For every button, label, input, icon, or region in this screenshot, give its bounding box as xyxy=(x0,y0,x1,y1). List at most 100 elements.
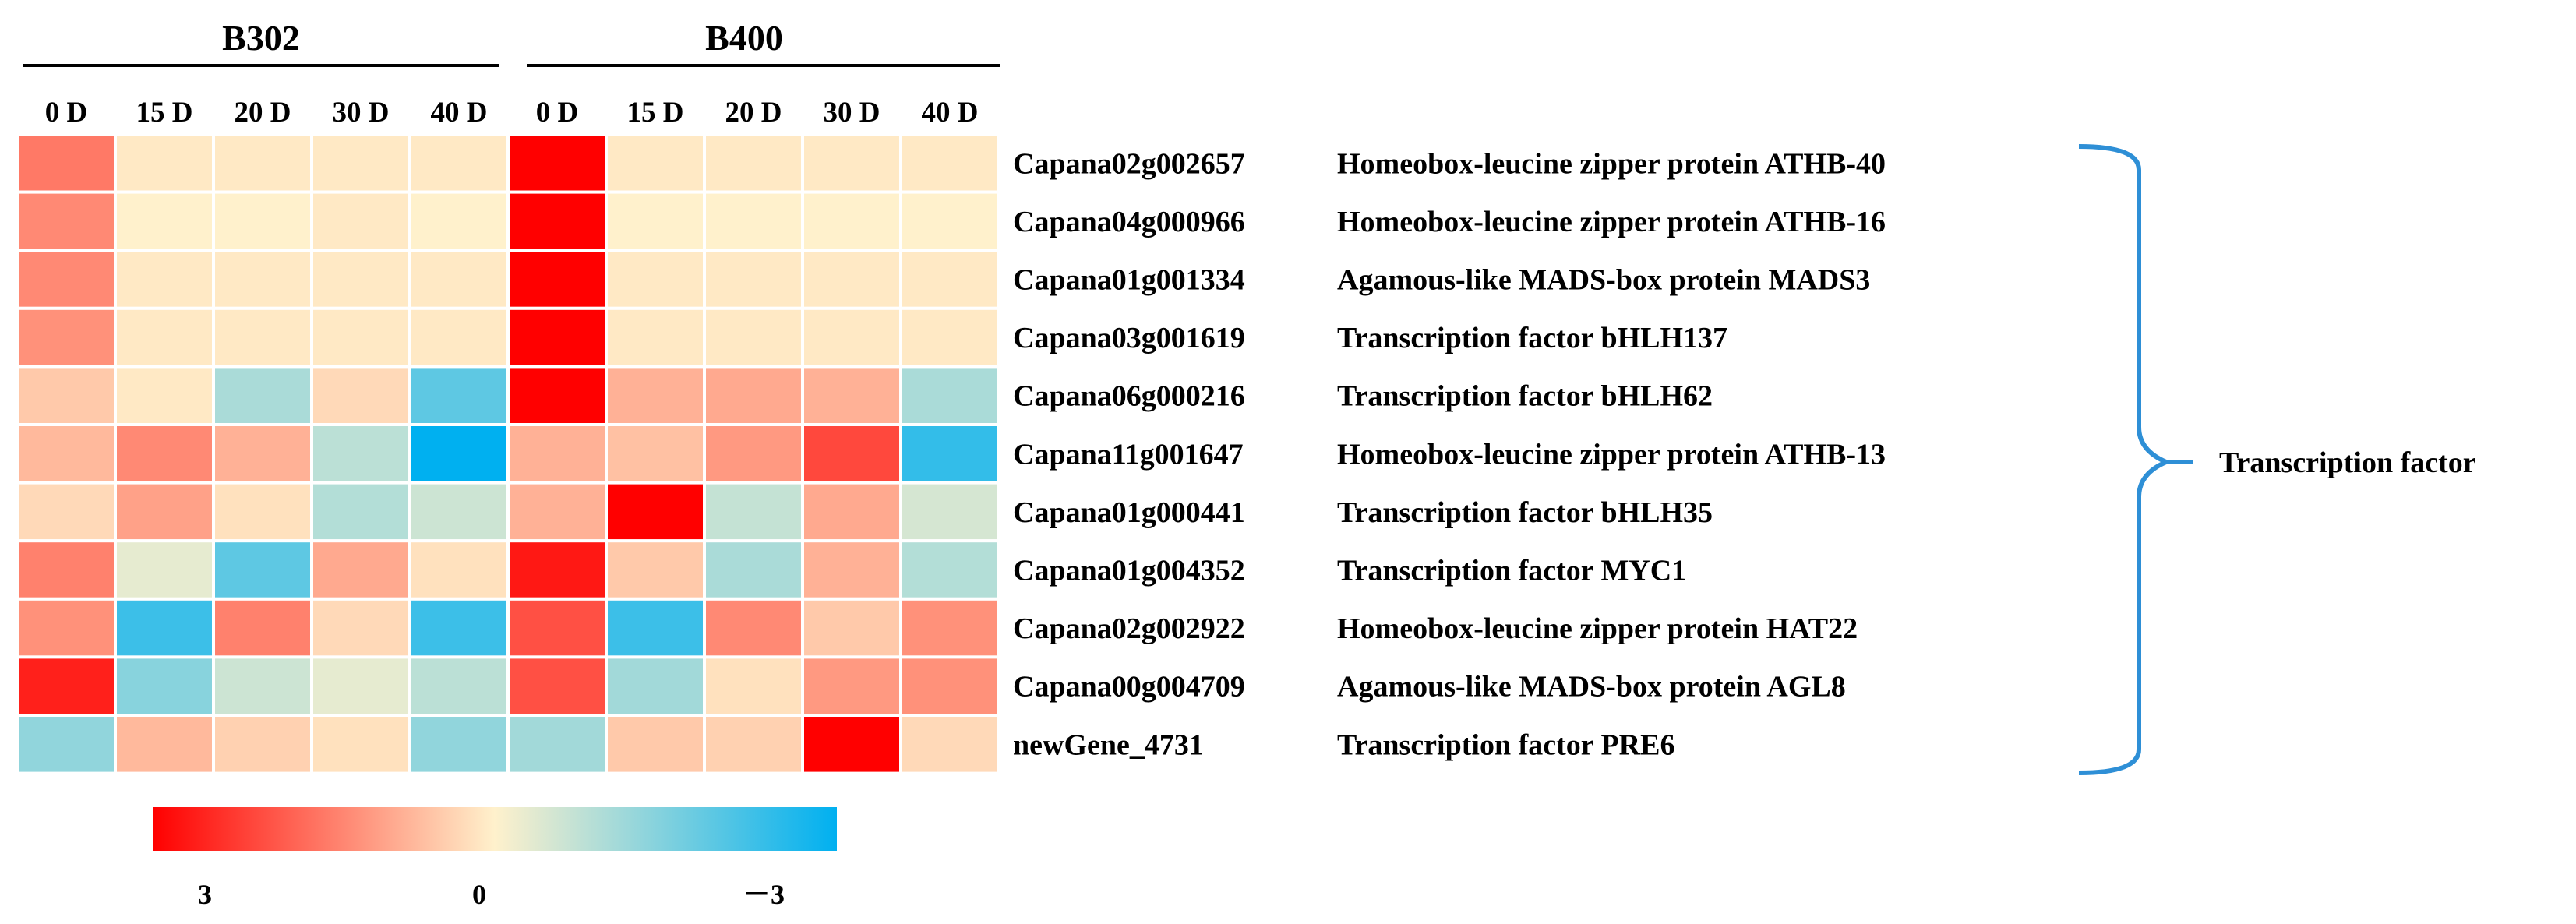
heatmap-cell xyxy=(703,597,804,659)
column-label: 40 D xyxy=(431,97,488,129)
heatmap-cell xyxy=(212,249,313,310)
colorbar-tick-max: 3 xyxy=(198,879,212,910)
gene-annotation-label: Transcription factor bHLH35 xyxy=(1337,496,1713,529)
heatmap-cell xyxy=(703,365,804,426)
gene-id-label: Capana03g001619 xyxy=(1013,322,1245,354)
heatmap-cell xyxy=(114,423,215,485)
heatmap-cell xyxy=(16,714,117,775)
heatmap-cell xyxy=(408,597,510,659)
heatmap-cell xyxy=(899,655,1000,718)
heatmap-cell xyxy=(114,190,215,252)
group-label: B302 xyxy=(222,18,300,58)
heatmap-cell xyxy=(506,597,608,659)
heatmap-cell xyxy=(16,365,117,426)
heatmap-cell xyxy=(114,365,215,426)
heatmap-cell xyxy=(703,539,804,601)
column-label: 20 D xyxy=(725,97,782,129)
heatmap-cell xyxy=(16,539,117,601)
heatmap-cell xyxy=(506,714,608,775)
column-label: 40 D xyxy=(922,97,979,129)
heatmap-cell xyxy=(408,132,510,194)
column-label: 30 D xyxy=(824,97,880,129)
heatmap-cell xyxy=(408,539,510,601)
gene-annotation-label: Homeobox-leucine zipper protein ATHB-16 xyxy=(1337,206,1886,238)
heatmap-cell xyxy=(801,597,902,659)
heatmap-cell xyxy=(899,306,1000,369)
heatmap-cell xyxy=(506,365,608,426)
column-label: 0 D xyxy=(45,97,87,129)
heatmap-cell xyxy=(310,190,411,252)
gene-id-label: Capana02g002922 xyxy=(1013,612,1245,645)
heatmap-cell xyxy=(408,714,510,775)
heatmap-cell xyxy=(310,655,411,718)
heatmap-cell xyxy=(506,539,608,601)
column-label: 0 D xyxy=(536,97,578,129)
heatmap-cell xyxy=(212,481,313,543)
heatmap-cell xyxy=(408,423,510,485)
category-label: Transcription factor xyxy=(2219,446,2476,479)
heatmap-cell xyxy=(801,249,902,310)
heatmap-cell xyxy=(605,249,706,310)
heatmap-cell xyxy=(801,132,902,194)
heatmap-cell xyxy=(801,655,902,718)
heatmap-cell xyxy=(703,190,804,252)
colorbar-tick-zero: 0 xyxy=(472,879,486,910)
heatmap-cell xyxy=(506,655,608,718)
heatmap-cell xyxy=(506,481,608,543)
heatmap-cell xyxy=(899,423,1000,485)
heatmap-cell xyxy=(899,539,1000,601)
heatmap-cell xyxy=(310,481,411,543)
gene-annotation-label: Transcription factor MYC1 xyxy=(1337,555,1686,587)
heatmap-cell xyxy=(16,481,117,543)
gene-id-label: Capana01g000441 xyxy=(1013,496,1245,529)
gene-annotation-label: Transcription factor PRE6 xyxy=(1337,728,1674,761)
heatmap-cell xyxy=(310,597,411,659)
bracket-path xyxy=(2078,144,2172,775)
heatmap-cell xyxy=(605,597,706,659)
heatmap-cell xyxy=(506,306,608,369)
heatmap-cell xyxy=(114,714,215,775)
heatmap-cell xyxy=(212,190,313,252)
heatmap-cell xyxy=(605,423,706,485)
gene-id-label: Capana02g002657 xyxy=(1013,147,1245,180)
row-labels: Capana02g002657 Homeobox-leucine zipper p… xyxy=(1013,147,1886,761)
heatmap-cell xyxy=(703,306,804,369)
group-label: B400 xyxy=(705,18,783,58)
gene-annotation-label: Agamous-like MADS-box protein AGL8 xyxy=(1337,671,1846,704)
category-bracket: Transcription factor xyxy=(2078,144,2476,775)
heatmap-cell xyxy=(114,539,215,601)
column-headers: B302 0 D 15 D 20 D 30 D 40 D B400 0 D 15 D 20 D 30… xyxy=(23,18,1000,129)
heatmap-cell xyxy=(899,481,1000,543)
heatmap-cell xyxy=(506,132,608,194)
heatmap-cell xyxy=(16,249,117,310)
gene-id-label: Capana04g000966 xyxy=(1013,206,1245,238)
heatmap-cell xyxy=(310,132,411,194)
heatmap-cell xyxy=(408,365,510,426)
heatmap-cell xyxy=(114,481,215,543)
gene-id-label: newGene_4731 xyxy=(1013,728,1204,761)
heatmap-cell xyxy=(703,423,804,485)
heatmap-cell xyxy=(408,655,510,718)
heatmap-cell xyxy=(408,190,510,252)
heatmap-cell xyxy=(408,306,510,369)
heatmap-cell xyxy=(408,249,510,310)
heatmap-cell xyxy=(801,365,902,426)
heatmap-cell xyxy=(212,714,313,775)
heatmap-cell xyxy=(899,714,1000,775)
heatmap-cell xyxy=(605,655,706,718)
heatmap-cell xyxy=(310,714,411,775)
heatmap-cell xyxy=(801,714,902,775)
heatmap-cell xyxy=(801,306,902,369)
heatmap-cell xyxy=(801,190,902,252)
heatmap-cell xyxy=(310,539,411,601)
heatmap-cell xyxy=(16,423,117,485)
gene-id-label: Capana06g000216 xyxy=(1013,380,1245,413)
heatmap-cell xyxy=(899,190,1000,252)
gene-id-label: Capana01g004352 xyxy=(1013,555,1245,587)
heatmap-cell xyxy=(801,481,902,543)
gene-annotation-label: Agamous-like MADS-box protein MADS3 xyxy=(1337,264,1870,297)
heatmap-cell xyxy=(899,249,1000,310)
column-label: 20 D xyxy=(235,97,291,129)
heatmap-cell xyxy=(212,655,313,718)
